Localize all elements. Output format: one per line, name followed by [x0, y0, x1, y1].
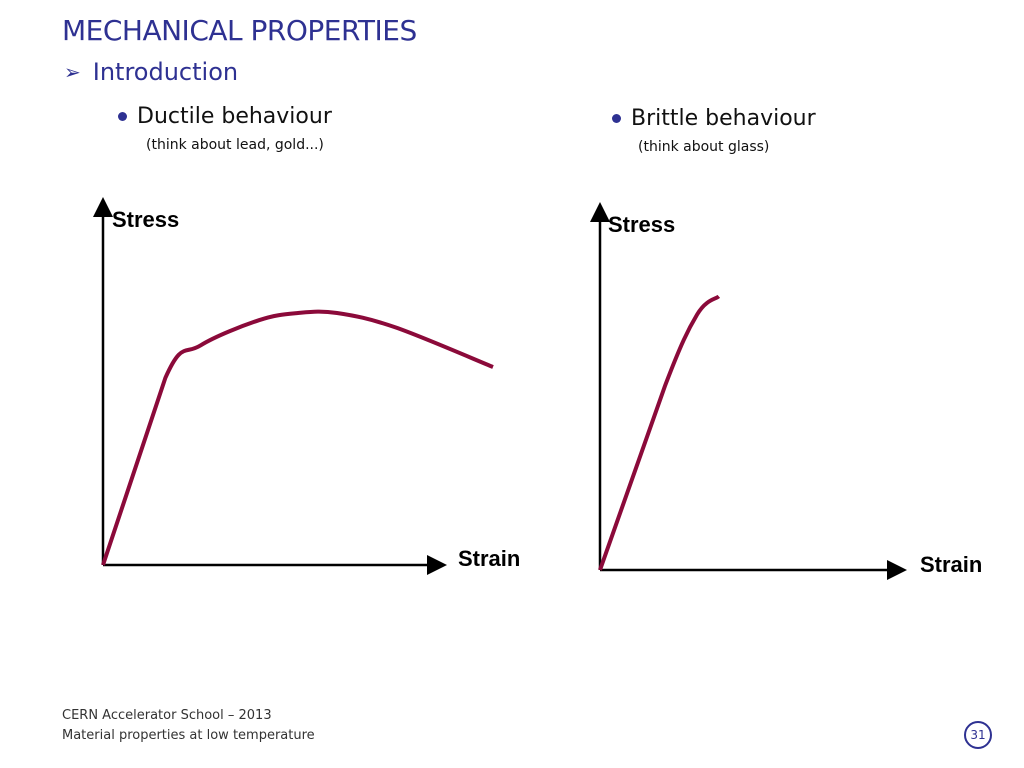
- brittle-stress-strain-chart: Stress Strain: [590, 202, 982, 580]
- bullet-dot-icon: [118, 112, 127, 121]
- ductile-curve: [101, 309, 494, 566]
- footer-line-2: Material properties at low temperature: [62, 728, 315, 743]
- slide-title: MECHANICAL PROPERTIES: [62, 14, 417, 47]
- footer-line-1: CERN Accelerator School – 2013: [62, 708, 272, 723]
- ductile-heading: Ductile behaviour: [137, 104, 332, 129]
- ductile-note: (think about lead, gold...): [146, 137, 324, 153]
- footer: CERN Accelerator School – 2013 Material …: [62, 706, 315, 746]
- x-axis-label: Strain: [920, 552, 982, 577]
- brittle-heading: Brittle behaviour: [631, 106, 816, 131]
- brittle-bullet: Brittle behaviour (think about glass): [612, 106, 816, 155]
- x-axis-label: Strain: [458, 546, 520, 571]
- brittle-curve: [598, 294, 721, 571]
- arrow-bullet-icon: ➢: [64, 60, 81, 84]
- page-number: 31: [964, 721, 992, 749]
- y-axis-label: Stress: [112, 207, 179, 232]
- section-heading-label: Introduction: [92, 58, 239, 86]
- ductile-bullet: Ductile behaviour (think about lead, gol…: [118, 104, 332, 153]
- y-axis-label: Stress: [608, 212, 675, 237]
- ductile-stress-strain-chart: Stress Strain: [93, 197, 520, 575]
- bullet-dot-icon: [612, 114, 621, 123]
- section-heading: ➢ Introduction: [64, 58, 238, 86]
- brittle-note: (think about glass): [638, 139, 770, 155]
